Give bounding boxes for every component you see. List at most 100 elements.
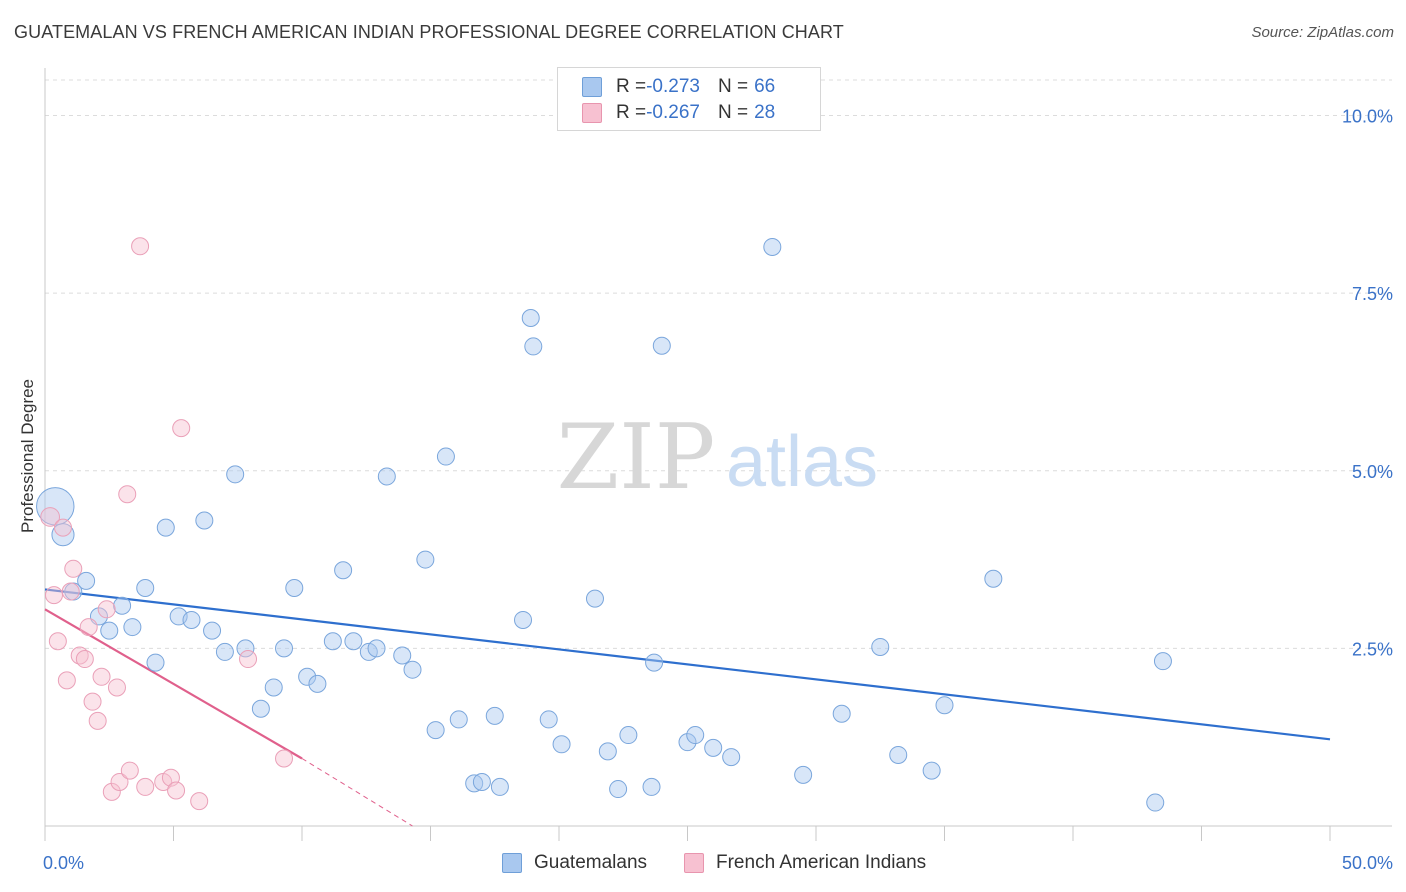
guatemalan-point	[935, 696, 954, 715]
legend-label: Guatemalans	[534, 852, 648, 873]
legend-row-guatemalans: R = -0.273 N = 66	[582, 75, 775, 99]
guatemalan-point	[1146, 793, 1165, 812]
guatemalan-point	[416, 550, 435, 569]
legend-r-label: R =	[616, 102, 647, 123]
guatemalan-point	[704, 738, 723, 757]
guatemalan-point	[51, 523, 75, 547]
guatemalan-point	[585, 589, 604, 608]
french-american-indian-point	[64, 559, 83, 578]
french-american-indian-point	[167, 781, 186, 800]
guatemalan-point	[598, 742, 617, 761]
french-american-indian-point	[75, 650, 94, 669]
guatemalan-point	[195, 511, 214, 530]
guatemalan-point	[678, 733, 697, 752]
guatemalan-point	[264, 678, 283, 697]
guatemalan-point	[521, 309, 540, 328]
guatemalan-point	[156, 518, 175, 537]
french-american-indian-point	[70, 646, 89, 665]
y-tick-label: 5.0%	[1352, 462, 1393, 482]
guatemalan-point	[645, 653, 664, 672]
guatemalan-point	[871, 637, 890, 656]
french-american-indian-point	[136, 777, 155, 796]
french-american-indian-point	[172, 419, 191, 438]
guatemalan-point	[344, 632, 363, 651]
french-american-indian-point	[275, 749, 294, 768]
guatemalan-point	[465, 774, 484, 793]
series-legend: Guatemalans French American Indians	[0, 852, 1406, 878]
guatemalan-point	[298, 667, 317, 686]
french-american-indian-trend-extension	[301, 758, 413, 827]
guatemalan-trend-line	[44, 588, 1331, 741]
french-american-indian-point	[48, 632, 67, 651]
guatemalan-point	[275, 639, 294, 658]
chart-title: GUATEMALAN VS FRENCH AMERICAN INDIAN PRO…	[14, 22, 844, 42]
y-tick-label: 10.0%	[1342, 107, 1393, 127]
french-american-indian-point	[102, 782, 121, 801]
guatemalan-point	[652, 336, 671, 355]
y-axis-label: Professional Degree	[18, 379, 37, 533]
guatemalan-point	[449, 710, 468, 729]
french-american-indian-point	[110, 772, 129, 791]
french-american-indian-point	[239, 650, 258, 669]
guatemalan-point	[236, 639, 255, 658]
french-american-indian-point	[118, 485, 137, 504]
data-points	[36, 237, 1172, 812]
guatemalan-point	[393, 646, 412, 665]
french-american-indian-trend-line	[44, 608, 303, 760]
trend-lines	[44, 588, 1331, 827]
y-tick-label: 7.5%	[1352, 284, 1393, 304]
correlation-legend: R = -0.273 N = 66 R = -0.267 N = 28	[557, 67, 821, 131]
guatemalan-point	[490, 777, 509, 796]
guatemalan-point	[77, 571, 96, 590]
axes	[44, 68, 1392, 841]
guatemalan-point	[377, 467, 396, 486]
guatemalan-point	[524, 337, 543, 356]
french-american-indian-point	[107, 678, 126, 697]
french-american-indian-point	[61, 582, 80, 601]
guatemalan-point	[100, 621, 119, 640]
legend-swatch-blue	[582, 77, 602, 97]
legend-item-french-american-indians[interactable]: French American Indians	[684, 852, 926, 874]
guatemalan-point	[539, 710, 558, 729]
french-american-indian-point	[120, 761, 139, 780]
guatemalan-point	[226, 465, 245, 484]
guatemalan-point	[619, 726, 638, 745]
french-american-indian-point	[88, 711, 107, 730]
guatemalan-point	[146, 653, 165, 672]
watermark-atlas: atlas	[726, 422, 878, 502]
guatemalan-point	[123, 618, 142, 637]
legend-row-french-american-indians: R = -0.267 N = 28	[582, 101, 775, 125]
french-american-indian-point	[44, 586, 63, 605]
legend-n-label: N =	[717, 102, 749, 123]
legend-label: French American Indians	[716, 852, 927, 873]
french-american-indian-point	[190, 792, 209, 811]
french-american-indian-point	[53, 518, 72, 537]
guatemalan-point	[832, 704, 851, 723]
guatemalan-point	[763, 237, 782, 256]
guatemalan-point	[514, 610, 533, 629]
guatemalan-point	[182, 610, 201, 629]
guatemalan-point	[794, 765, 813, 784]
guatemalan-point	[334, 561, 353, 580]
guatemalan-point	[203, 621, 222, 640]
guatemalan-point	[1153, 652, 1172, 671]
guatemalan-point	[889, 745, 908, 764]
guatemalan-point	[113, 596, 132, 615]
legend-n-value: 66	[754, 76, 776, 97]
legend-r-value: -0.267	[646, 102, 700, 123]
legend-n-value: 28	[754, 102, 776, 123]
grid-lines	[45, 79, 1392, 649]
legend-item-guatemalans[interactable]: Guatemalans	[502, 852, 647, 874]
guatemalan-point	[403, 660, 422, 679]
guatemalan-point	[367, 639, 386, 658]
legend-r-label: R =	[616, 76, 647, 97]
guatemalan-point	[686, 726, 705, 745]
guatemalan-point	[308, 674, 327, 693]
guatemalan-point	[722, 748, 741, 767]
watermark-zip: ZIP	[557, 405, 716, 510]
legend-swatch-pink	[684, 853, 704, 873]
guatemalan-point	[285, 578, 304, 597]
guatemalan-point	[552, 735, 571, 754]
french-american-indian-point	[97, 600, 116, 619]
